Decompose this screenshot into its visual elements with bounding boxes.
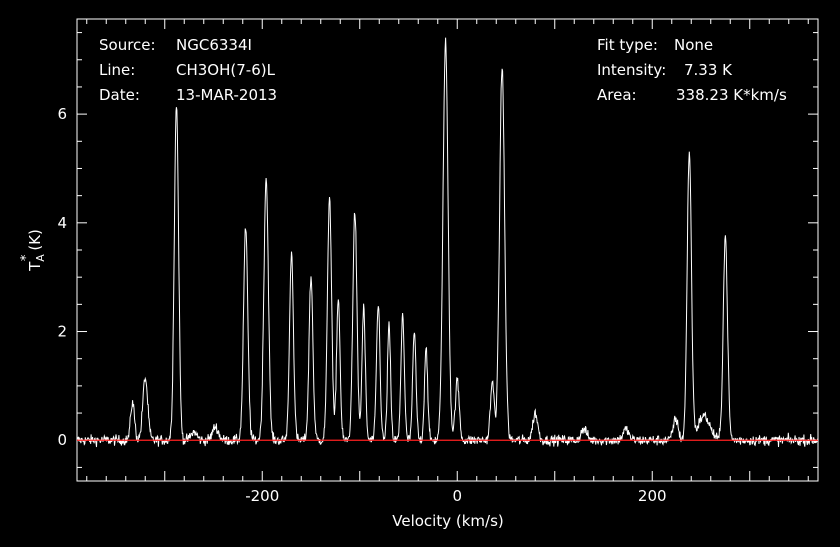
x-axis-label: Velocity (km/s) [392,512,503,530]
info-source-label: Source: [99,36,156,54]
y-tick-label: 6 [57,105,67,123]
y-tick-label: 0 [57,431,67,449]
info-source-value: NGC6334I [176,36,252,54]
info-area-label: Area: [597,86,637,104]
x-tick-label: 200 [638,487,667,505]
info-fit-value: None [674,36,713,54]
info-left: Source: NGC6334I Line: CH3OH(7-6)L Date:… [99,36,277,104]
info-right: Fit type: None Intensity: 7.33 K Area: 3… [597,36,787,104]
info-date-value: 13-MAR-2013 [176,86,277,104]
x-tick-label: 0 [452,487,462,505]
y-tick-label: 2 [57,323,67,341]
svg-text:TA*(K): TA* (K) [19,229,47,272]
y-axis-label: TA* (K) [19,229,47,272]
y-axis-label-sub: A [34,254,47,262]
x-tick-label: -200 [245,487,279,505]
info-intensity-value: 7.33 K [684,61,733,79]
spectrum-series-line [76,37,819,448]
info-line-label: Line: [99,61,135,79]
info-intensity-label: Intensity: [597,61,666,79]
info-line-value: CH3OH(7-6)L [176,61,276,79]
info-fit-label: Fit type: [597,36,658,54]
y-axis-label-unit: (K) [26,229,44,251]
y-axis-label-main: T [26,261,44,272]
y-axis-label-sup: * [19,254,34,261]
axis-ticks: -200 0 200 0 2 4 6 [57,19,818,505]
y-tick-label: 4 [57,214,67,232]
info-date-label: Date: [99,86,140,104]
info-area-value: 338.23 K*km/s [676,86,787,104]
